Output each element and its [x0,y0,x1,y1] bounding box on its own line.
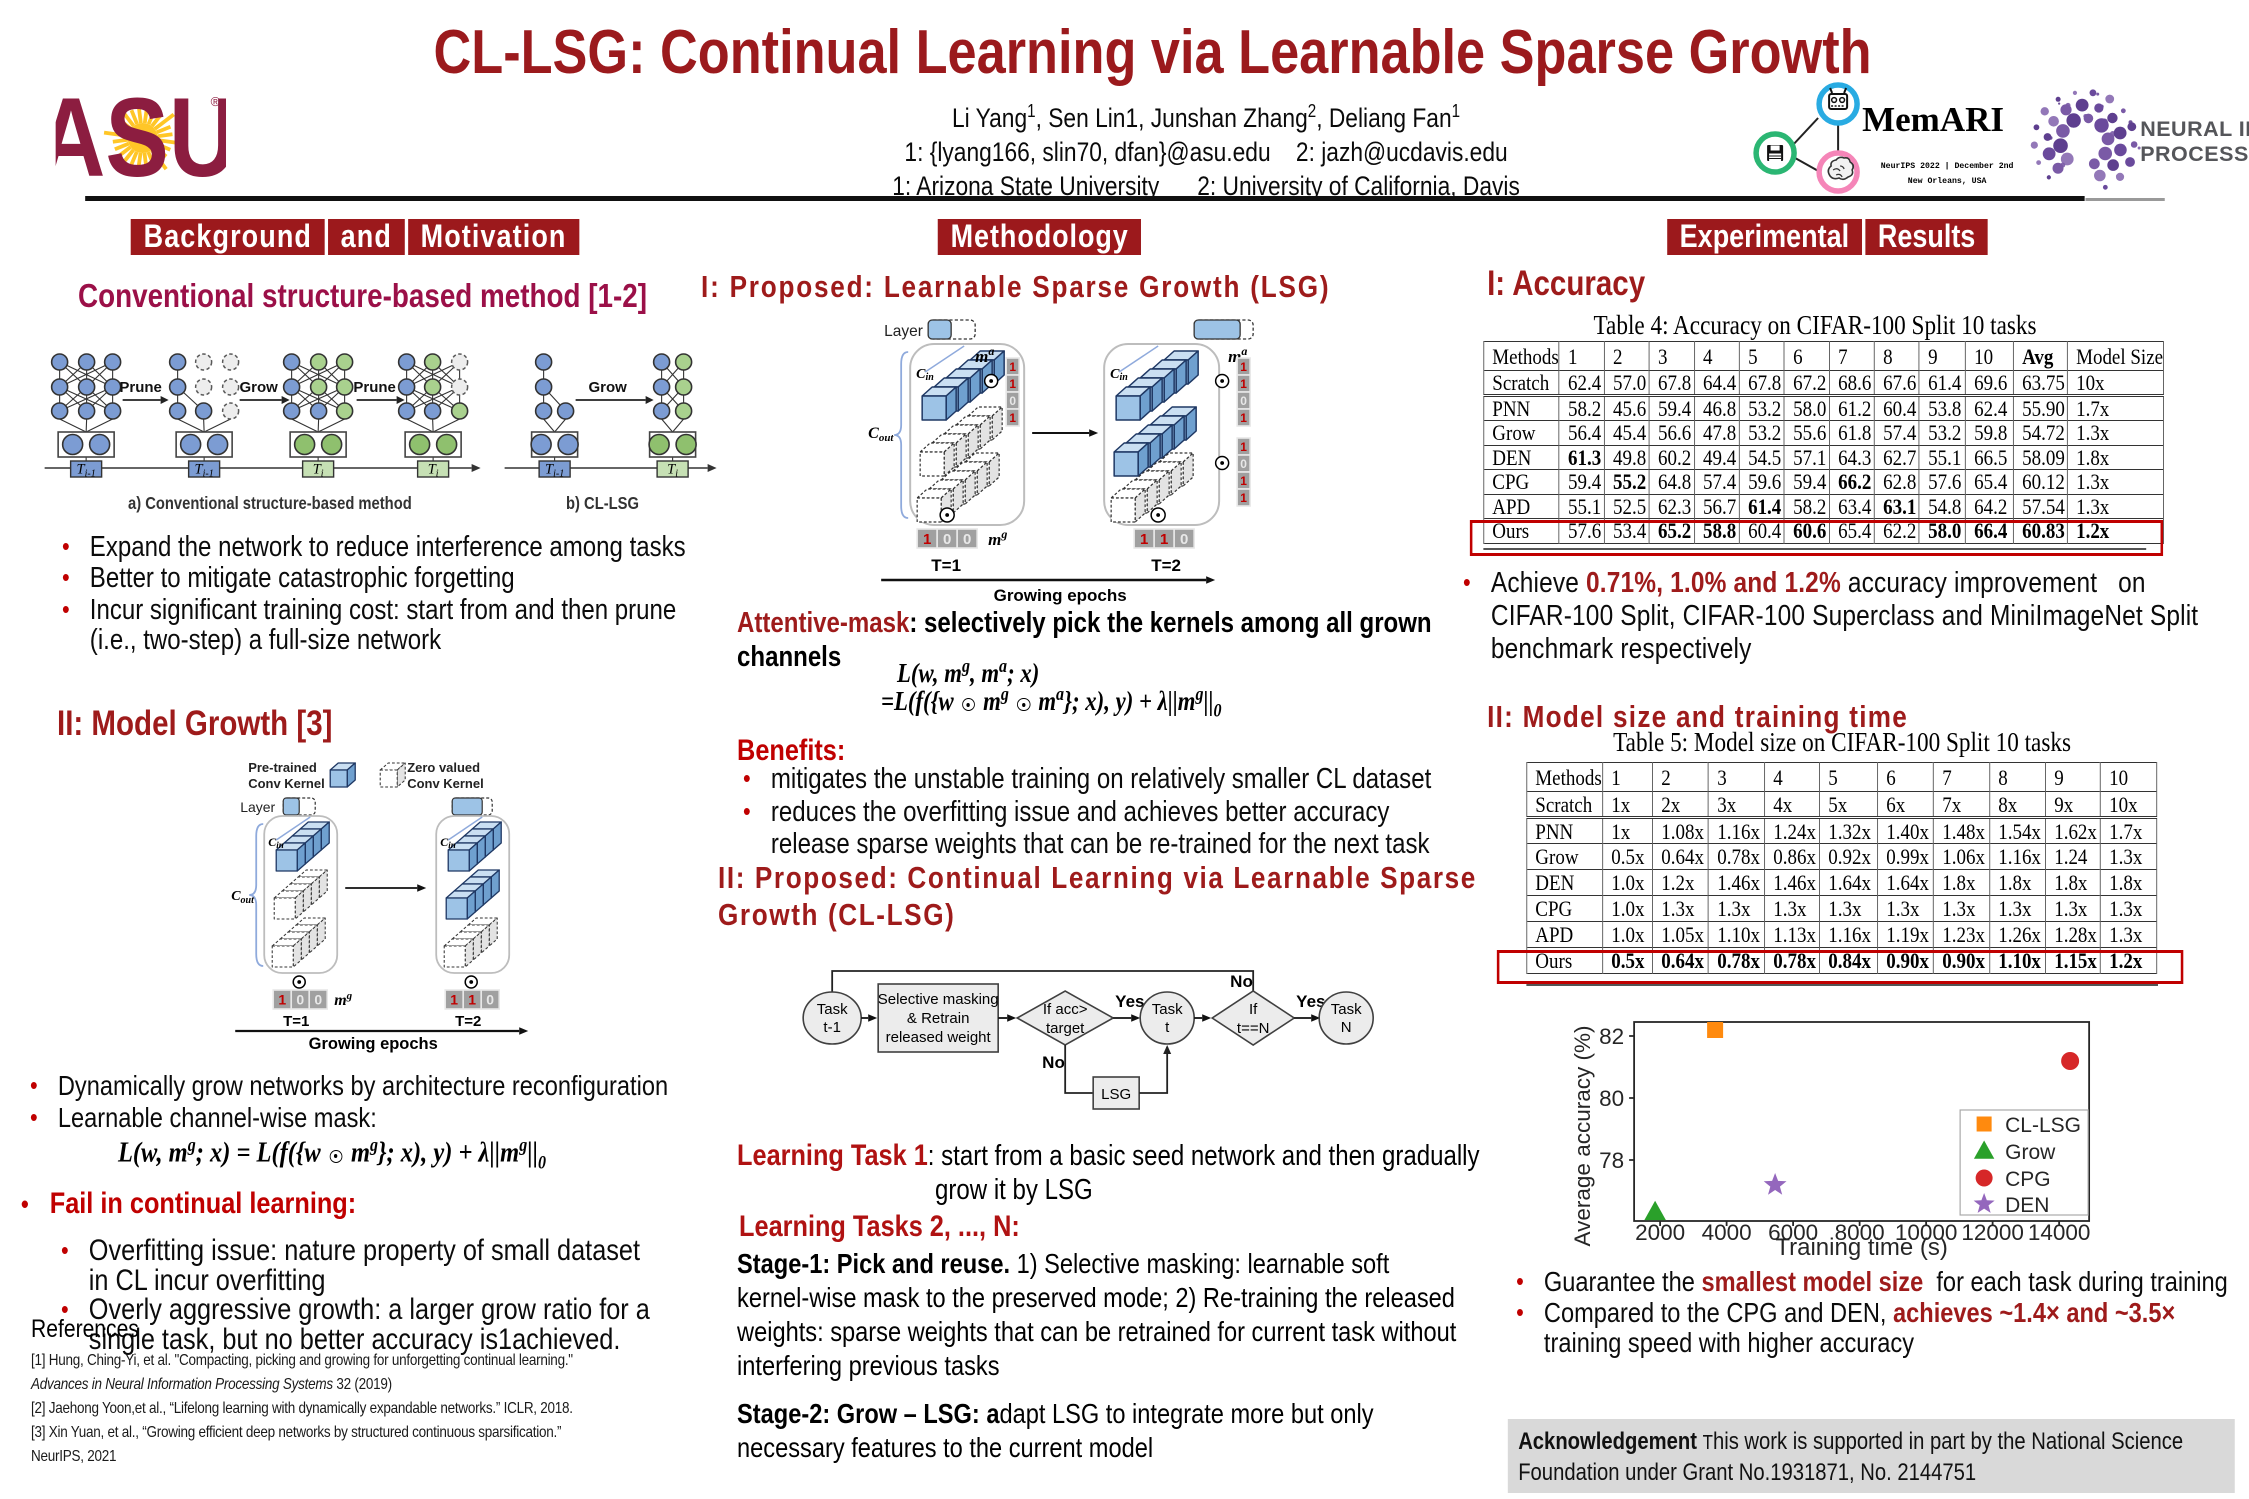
svg-text:0: 0 [1240,457,1247,471]
svg-text:No: No [1042,1053,1065,1072]
svg-text:mg: mg [334,990,352,1009]
svg-text:Zero valued: Zero valued [407,760,480,775]
svg-text:1: 1 [1240,440,1247,454]
svg-text:1: 1 [1009,360,1016,374]
svg-text:Grow: Grow [589,379,628,396]
svg-text:1: 1 [1140,531,1148,548]
svg-text:0: 0 [1240,394,1247,408]
svg-text:1: 1 [1240,377,1247,391]
svg-text:NEURAL INFORMATION: NEURAL INFORMATION [2140,117,2249,141]
svg-text:Task: Task [1152,1001,1183,1018]
svg-text:Training time (s): Training time (s) [1775,1234,1947,1261]
svg-text:Layer: Layer [884,323,923,340]
svg-text:Growing epochs: Growing epochs [308,1035,437,1053]
svg-text:Pre-trained: Pre-trained [248,760,317,775]
svg-text:Cout: Cout [868,425,894,444]
svg-text:78: 78 [1599,1148,1624,1173]
svg-text:12000: 12000 [1961,1220,2024,1245]
svg-text:1: 1 [1009,377,1016,391]
svg-text:8000: 8000 [1834,1220,1884,1245]
svg-text:1: 1 [1240,360,1247,374]
svg-text:1: 1 [450,991,458,1007]
svg-text:Prune: Prune [120,379,162,396]
svg-text:LSG: LSG [1101,1086,1131,1103]
svg-text:Conv Kernel: Conv Kernel [248,776,324,791]
svg-text:1: 1 [1240,411,1247,425]
svg-text:2000: 2000 [1635,1220,1685,1245]
svg-text:If: If [1249,1001,1258,1018]
svg-text:14000: 14000 [2028,1220,2091,1245]
svg-text:No: No [1230,972,1253,991]
svg-text:1: 1 [1009,411,1016,425]
svg-text:Average accuracy (%): Average accuracy (%) [1570,1026,1595,1247]
svg-text:Growing epochs: Growing epochs [993,586,1126,605]
svg-text:t: t [1165,1019,1170,1036]
svg-text:DEN: DEN [2005,1194,2049,1217]
svg-text:MemARI: MemARI [1862,100,2004,139]
svg-text:0: 0 [1180,531,1188,548]
svg-text:1: 1 [1240,474,1247,488]
svg-text:target: target [1046,1020,1085,1037]
svg-text:New Orleans, USA: New Orleans, USA [1908,176,1987,186]
svg-text:Layer: Layer [240,799,275,815]
svg-text:PROCESSING SYSTEMS: PROCESSING SYSTEMS [2140,142,2249,166]
svg-text:Conv Kernel: Conv Kernel [407,776,483,791]
svg-text:NeurIPS 2022 | December 2nd: NeurIPS 2022 | December 2nd [1881,161,2014,171]
svg-text:Ti: Ti [428,461,439,479]
svg-text:N: N [1341,1019,1352,1036]
svg-text:released weight: released weight [885,1029,991,1046]
svg-text:®: ® [211,94,221,109]
svg-text:1: 1 [1240,491,1247,505]
svg-text:Ti: Ti [313,461,324,479]
svg-text:0: 0 [943,531,951,548]
svg-text:Grow: Grow [240,379,279,396]
svg-text:Grow: Grow [2005,1141,2056,1164]
svg-text:0: 0 [963,531,971,548]
svg-text:4000: 4000 [1701,1220,1751,1245]
svg-text:6000: 6000 [1768,1220,1818,1245]
svg-text:10000: 10000 [1895,1220,1958,1245]
svg-text:ASU: ASU [56,90,226,182]
svg-text:1: 1 [923,531,931,548]
svg-text:T=2: T=2 [455,1013,481,1030]
svg-text:Ti: Ti [668,461,679,479]
svg-text:1: 1 [468,991,476,1007]
svg-text:82: 82 [1599,1024,1624,1049]
svg-text:CL-LSG: CL-LSG [2005,1114,2081,1137]
svg-text:Selective masking: Selective masking [878,991,999,1008]
svg-text:0: 0 [296,991,304,1007]
svg-text:T=1: T=1 [283,1013,309,1030]
svg-text:& Retrain: & Retrain [907,1010,970,1027]
svg-text:t-1: t-1 [823,1019,841,1036]
svg-text:0: 0 [314,991,322,1007]
svg-text:1: 1 [1160,531,1168,548]
svg-text:CPG: CPG [2005,1168,2051,1191]
svg-text:t==N: t==N [1237,1020,1270,1037]
svg-text:80: 80 [1599,1086,1624,1111]
svg-text:1: 1 [278,991,286,1007]
svg-text:Yes: Yes [1296,992,1325,1011]
svg-text:T=2: T=2 [1151,556,1181,575]
svg-text:Prune: Prune [354,379,396,396]
svg-text:0: 0 [486,991,494,1007]
svg-text:Task: Task [1331,1001,1362,1018]
svg-text:Yes: Yes [1115,992,1144,1011]
svg-text:If acc>: If acc> [1043,1001,1088,1018]
svg-text:0: 0 [1009,394,1016,408]
svg-text:Cout: Cout [231,889,255,906]
svg-text:mg: mg [988,527,1007,549]
svg-text:T=1: T=1 [931,556,961,575]
svg-text:Task: Task [817,1001,848,1018]
